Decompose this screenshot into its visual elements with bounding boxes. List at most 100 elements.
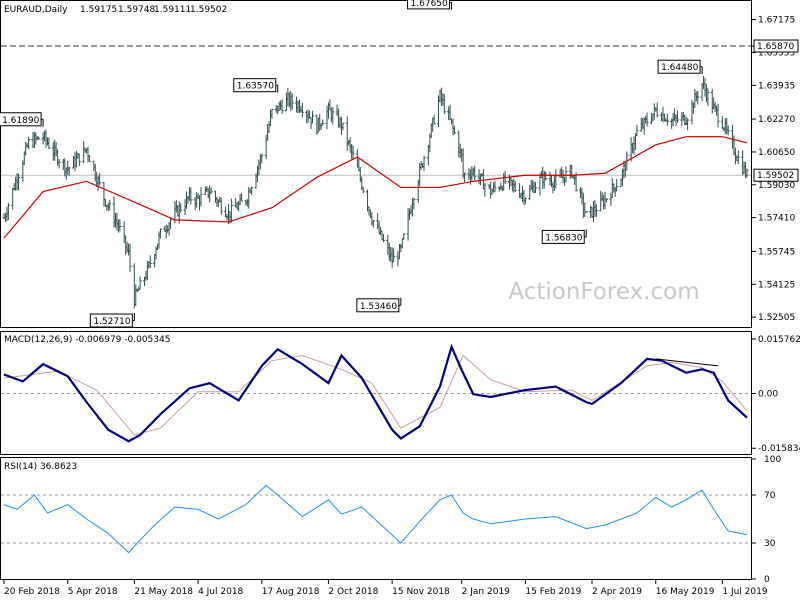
price-bar: [189, 187, 193, 205]
macd-title: MACD(12,26,9) -0.006979 -0.005345: [4, 335, 170, 345]
price-bar: [270, 108, 274, 119]
annotation-label: 1.53460: [360, 302, 397, 312]
macd-y-tick-label: 0.00: [758, 390, 778, 400]
price-bar: [696, 90, 700, 105]
annotation-box: [407, 0, 451, 10]
price-bar: [675, 110, 679, 123]
price-bar: [452, 125, 456, 135]
annotation-label: 1.56830: [545, 233, 582, 243]
price-bar: [148, 255, 152, 269]
price-bar: [645, 112, 649, 127]
price-bar: [57, 159, 61, 169]
price-bar: [280, 99, 284, 114]
price-bar: [179, 203, 183, 213]
price-y-tick-label: 1.54125: [758, 280, 795, 290]
annotation-label: 1.64480: [661, 63, 698, 73]
price-bar: [158, 228, 162, 239]
price-y-tick-label: 1.67175: [758, 16, 795, 26]
symbol-label: EURAUD,Daily: [4, 5, 68, 15]
macd-plot: [1, 343, 751, 443]
price-bar: [77, 153, 81, 167]
price-bar: [473, 165, 477, 181]
price-y-tick-label: 1.65555: [758, 48, 795, 58]
level-marker: 1.65870: [757, 42, 794, 52]
price-pane-frame: [0, 0, 752, 328]
price-bar: [250, 186, 254, 196]
annotation-box: [0, 112, 42, 127]
price-bar: [483, 182, 487, 197]
price-bar: [371, 220, 375, 228]
x-tick-label: 4 Jul 2018: [198, 587, 243, 597]
price-bar: [108, 199, 112, 211]
price-bar: [564, 166, 568, 183]
price-bar: [594, 204, 598, 217]
rsi-y-tick-label: 30: [764, 539, 776, 549]
price-bar: [706, 88, 710, 107]
macd-pane-frame: [0, 331, 752, 455]
price-bar: [745, 168, 749, 178]
price-bar: [341, 122, 345, 131]
x-tick-label: 17 Aug 2018: [262, 587, 320, 597]
price-bar: [199, 186, 203, 207]
price-bar: [138, 276, 142, 290]
price-bar: [6, 202, 10, 221]
x-tick-label: 2 Apr 2019: [592, 587, 642, 597]
price-bar: [554, 169, 558, 189]
rsi-title: RSI(14) 36.8623: [4, 462, 77, 472]
price-bar: [392, 248, 396, 263]
annotation-box: [657, 59, 701, 74]
price-bar: [523, 197, 527, 205]
price-bar: [98, 173, 102, 185]
price-bar: [331, 107, 335, 125]
level-marker-box: [753, 39, 799, 53]
price-y-tick-label: 1.57410: [758, 214, 795, 224]
rsi-line: [3, 484, 748, 554]
price-bar: [493, 180, 497, 193]
current-price-marker: 1.59502: [757, 171, 794, 181]
x-tick-label: 2 Jan 2019: [462, 587, 510, 597]
x-tick-label: 5 Apr 2018: [68, 587, 118, 597]
price-bar: [27, 136, 31, 150]
x-tick-label: 2 Oct 2018: [328, 587, 378, 597]
price-bar: [321, 119, 325, 126]
price-bar: [544, 171, 548, 181]
price-bar: [240, 193, 244, 202]
watermark: ActionForex.com: [508, 279, 699, 305]
price-bar: [605, 198, 609, 203]
price-bar: [37, 136, 41, 140]
price-bar: [513, 181, 517, 193]
high-value: 1.59748: [118, 5, 155, 15]
price-bar: [47, 137, 51, 150]
price-bar: [260, 153, 264, 164]
annotation-box: [541, 229, 585, 244]
price-y-tick-label: 1.59030: [758, 181, 795, 191]
rsi-pane-frame: [0, 457, 752, 580]
price-bar: [463, 172, 467, 183]
annotation-box: [233, 78, 277, 93]
price-bar: [169, 218, 173, 229]
price-bar: [128, 244, 132, 273]
price-y-tick-label: 1.55745: [758, 247, 795, 257]
x-tick-label: 16 May 2019: [656, 587, 715, 597]
price-bar: [736, 150, 740, 164]
macd-trendline: [655, 358, 719, 367]
price-y-tick-label: 1.62270: [758, 115, 795, 125]
macd-y-tick-label: -0.015834: [758, 444, 800, 454]
price-bar: [300, 102, 304, 118]
low-value: 1.59111: [154, 5, 191, 15]
price-bar: [11, 187, 15, 210]
price-header: EURAUD,Daily 1.59175 1.59748 1.59111 1.5…: [4, 5, 227, 15]
annotation-label: 1.63570: [237, 82, 274, 92]
annotation-box: [89, 313, 133, 328]
price-bar: [229, 198, 233, 223]
price-bar: [665, 113, 669, 126]
price-bar: [16, 173, 20, 191]
price-bar: [432, 114, 436, 125]
x-tick-label: 15 Feb 2019: [525, 587, 581, 597]
price-bar: [412, 197, 416, 210]
price-bar: [290, 93, 294, 110]
price-plot: 1.61890 1.52710 1.63570 1.53460 1.67650 1.568…: [0, 0, 751, 328]
annotation-label: 1.67650: [411, 0, 448, 9]
macd-signal-line: [3, 354, 748, 436]
